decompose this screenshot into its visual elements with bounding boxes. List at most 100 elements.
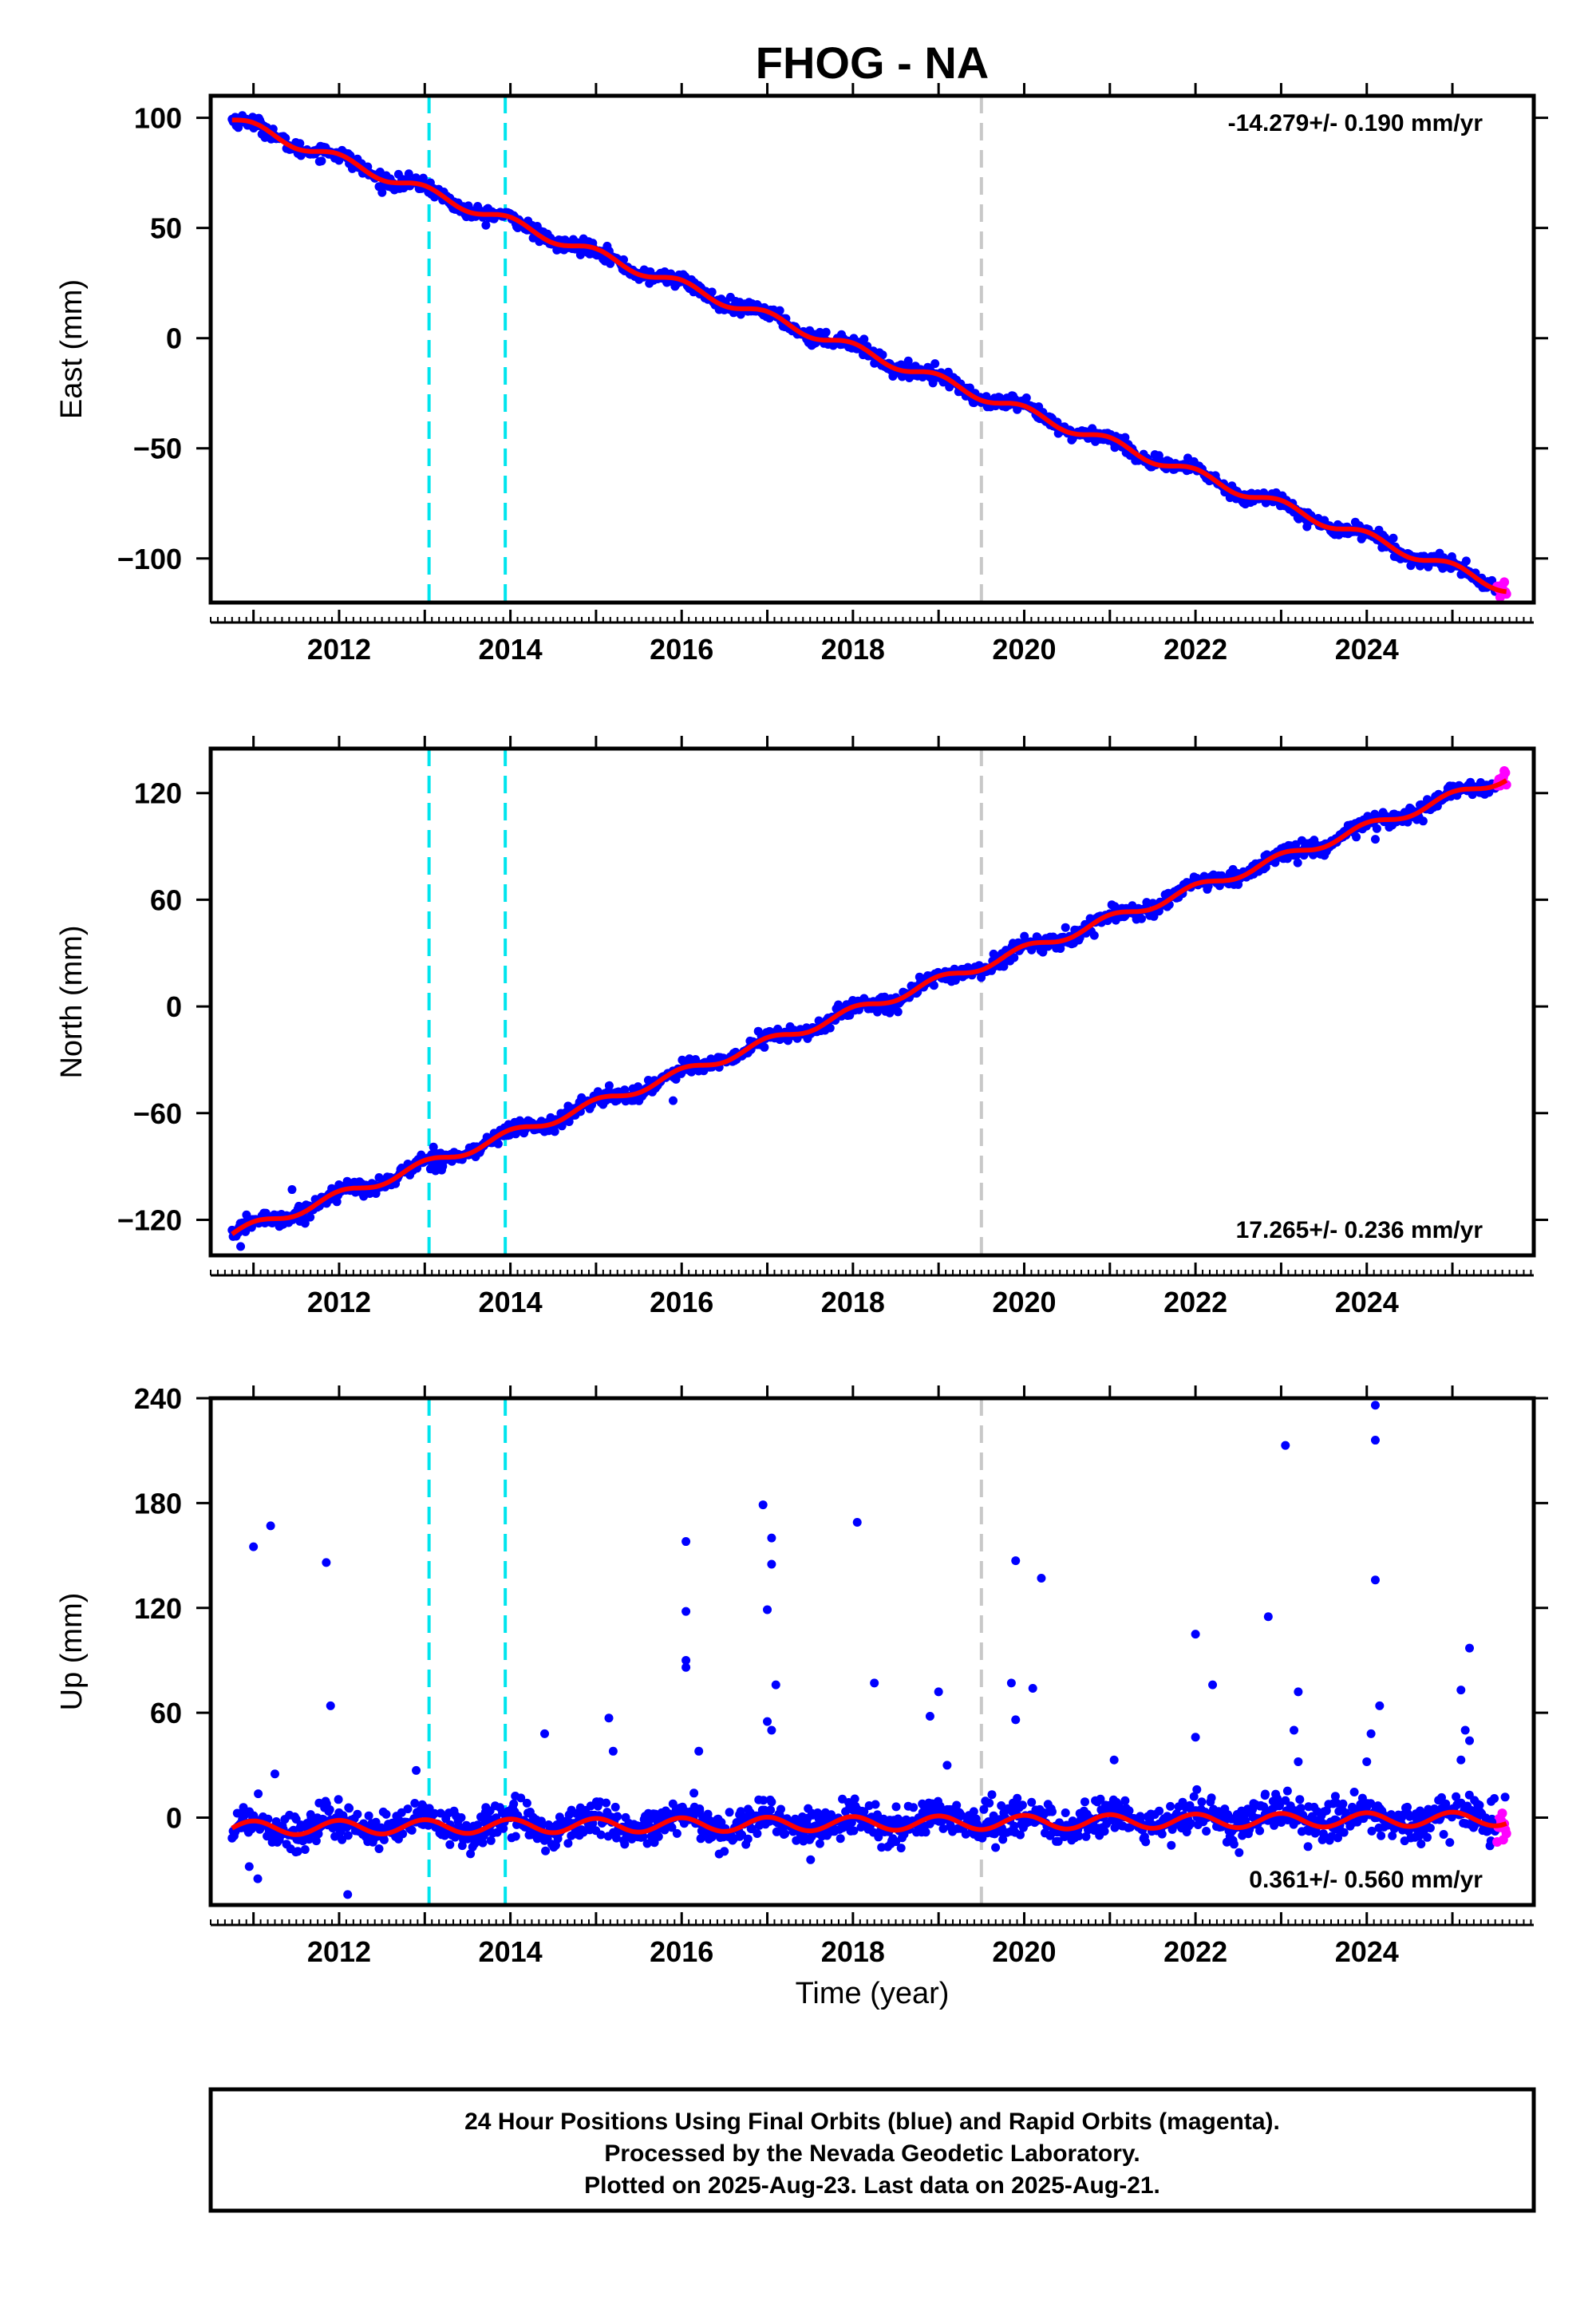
final-orbit-point — [1056, 944, 1065, 953]
final-orbit-point — [379, 1835, 389, 1844]
outlier-point — [1011, 1556, 1021, 1566]
final-orbit-point — [1016, 1830, 1025, 1840]
outlier-point — [767, 1559, 776, 1569]
final-orbit-point — [343, 1831, 353, 1840]
x-tick-label: 2014 — [479, 1935, 543, 1968]
outlier-point — [767, 1725, 776, 1735]
x-tick-label: 2022 — [1163, 1935, 1227, 1968]
outlier-point — [1263, 1612, 1273, 1622]
final-orbit-point — [551, 1840, 560, 1850]
final-orbit-point — [821, 327, 831, 337]
final-orbit-point — [1080, 1811, 1089, 1820]
final-orbit-point — [997, 1801, 1006, 1810]
final-orbit-point — [1333, 1833, 1342, 1843]
final-orbit-point — [1389, 533, 1398, 543]
outlier-point — [1375, 1701, 1385, 1710]
final-orbit-point — [407, 1825, 417, 1835]
plot-frame — [208, 93, 1536, 605]
final-orbit-point — [541, 1846, 551, 1856]
final-orbit-point — [1039, 1808, 1048, 1817]
x-tick-label: 2014 — [479, 633, 543, 666]
y-tick-label: −100 — [117, 543, 182, 575]
final-orbit-point — [1136, 1812, 1145, 1821]
outlier-point — [1011, 1715, 1021, 1725]
final-orbit-point — [493, 1139, 503, 1148]
final-orbit-point — [918, 1799, 927, 1808]
final-orbit-point — [735, 1810, 745, 1820]
final-orbit-point — [1271, 1789, 1281, 1799]
final-orbit-point — [1295, 1795, 1305, 1804]
final-orbit-point — [1137, 914, 1146, 923]
final-orbit-point — [1021, 393, 1031, 402]
outlier-point — [1456, 1755, 1466, 1765]
final-orbit-point — [820, 1808, 830, 1817]
outlier-point — [1028, 1683, 1037, 1693]
y-tick-label: −60 — [133, 1097, 182, 1130]
outlier-point — [771, 1680, 780, 1690]
model-fit-line — [231, 117, 1507, 595]
final-orbit-point — [1423, 1832, 1432, 1842]
final-orbit-point — [1452, 1792, 1461, 1801]
final-orbit-point — [1422, 1809, 1432, 1819]
final-orbit-point — [849, 1826, 859, 1836]
final-orbit-point — [847, 1818, 856, 1828]
final-orbit-point — [961, 1829, 970, 1839]
final-orbit-point — [1027, 1797, 1037, 1807]
final-orbit-point — [859, 334, 869, 344]
final-orbit-point — [1061, 923, 1070, 932]
final-orbit-point — [806, 1855, 816, 1864]
final-orbit-point — [859, 1807, 869, 1816]
outlier-point — [326, 1701, 335, 1710]
final-orbit-point — [696, 1834, 705, 1844]
y-axis-label: East (mm) — [55, 279, 89, 419]
final-orbit-point — [1197, 1797, 1207, 1807]
final-orbit-point — [645, 1816, 654, 1825]
final-orbit-point — [1243, 1804, 1253, 1814]
final-orbit-point — [612, 1833, 621, 1843]
final-orbit-point — [1166, 1801, 1175, 1811]
final-orbit-point — [403, 1804, 413, 1814]
final-orbit-point — [871, 1800, 880, 1809]
final-orbit-point — [1096, 1794, 1105, 1804]
final-orbit-point — [850, 1794, 859, 1804]
outlier-point — [1294, 1687, 1303, 1697]
final-orbit-point — [550, 1127, 559, 1136]
final-orbit-point — [903, 1801, 913, 1811]
y-axis-label: Up (mm) — [55, 1593, 89, 1711]
final-orbit-point — [1339, 1828, 1349, 1837]
final-orbit-point — [1192, 1784, 1202, 1794]
final-orbit-point — [969, 1807, 978, 1816]
final-orbit-point — [353, 1809, 362, 1819]
final-orbit-point — [300, 1219, 310, 1228]
final-orbit-point — [695, 1804, 705, 1813]
final-orbit-point — [930, 1801, 940, 1810]
final-orbit-point — [743, 1834, 753, 1844]
final-orbit-point — [378, 1807, 388, 1816]
outlier-point — [1366, 1729, 1376, 1738]
final-orbit-point — [1012, 1800, 1021, 1809]
final-orbit-point — [903, 356, 913, 366]
final-orbit-point — [836, 1834, 845, 1844]
final-orbit-point — [1048, 1807, 1057, 1816]
final-orbit-point — [325, 1805, 334, 1814]
final-orbit-point — [1271, 1797, 1281, 1807]
final-orbit-point — [563, 1839, 573, 1848]
final-orbit-point — [1081, 1832, 1091, 1841]
x-tick-label: 2018 — [821, 633, 885, 666]
x-tick-label: 2024 — [1335, 1935, 1399, 1968]
final-orbit-point — [404, 169, 413, 179]
x-tick-label: 2012 — [307, 1286, 371, 1318]
final-orbit-point — [620, 1840, 630, 1849]
final-orbit-point — [1255, 1826, 1265, 1836]
final-orbit-point — [293, 1847, 302, 1856]
final-orbit-point — [525, 1808, 535, 1816]
final-orbit-point — [744, 1804, 753, 1814]
final-orbit-point — [1120, 1807, 1130, 1816]
outlier-point — [767, 1533, 776, 1543]
final-orbit-point — [1388, 1831, 1397, 1840]
final-orbit-point — [945, 1804, 954, 1814]
outlier-point — [236, 1242, 246, 1251]
final-orbit-point — [306, 1212, 315, 1222]
